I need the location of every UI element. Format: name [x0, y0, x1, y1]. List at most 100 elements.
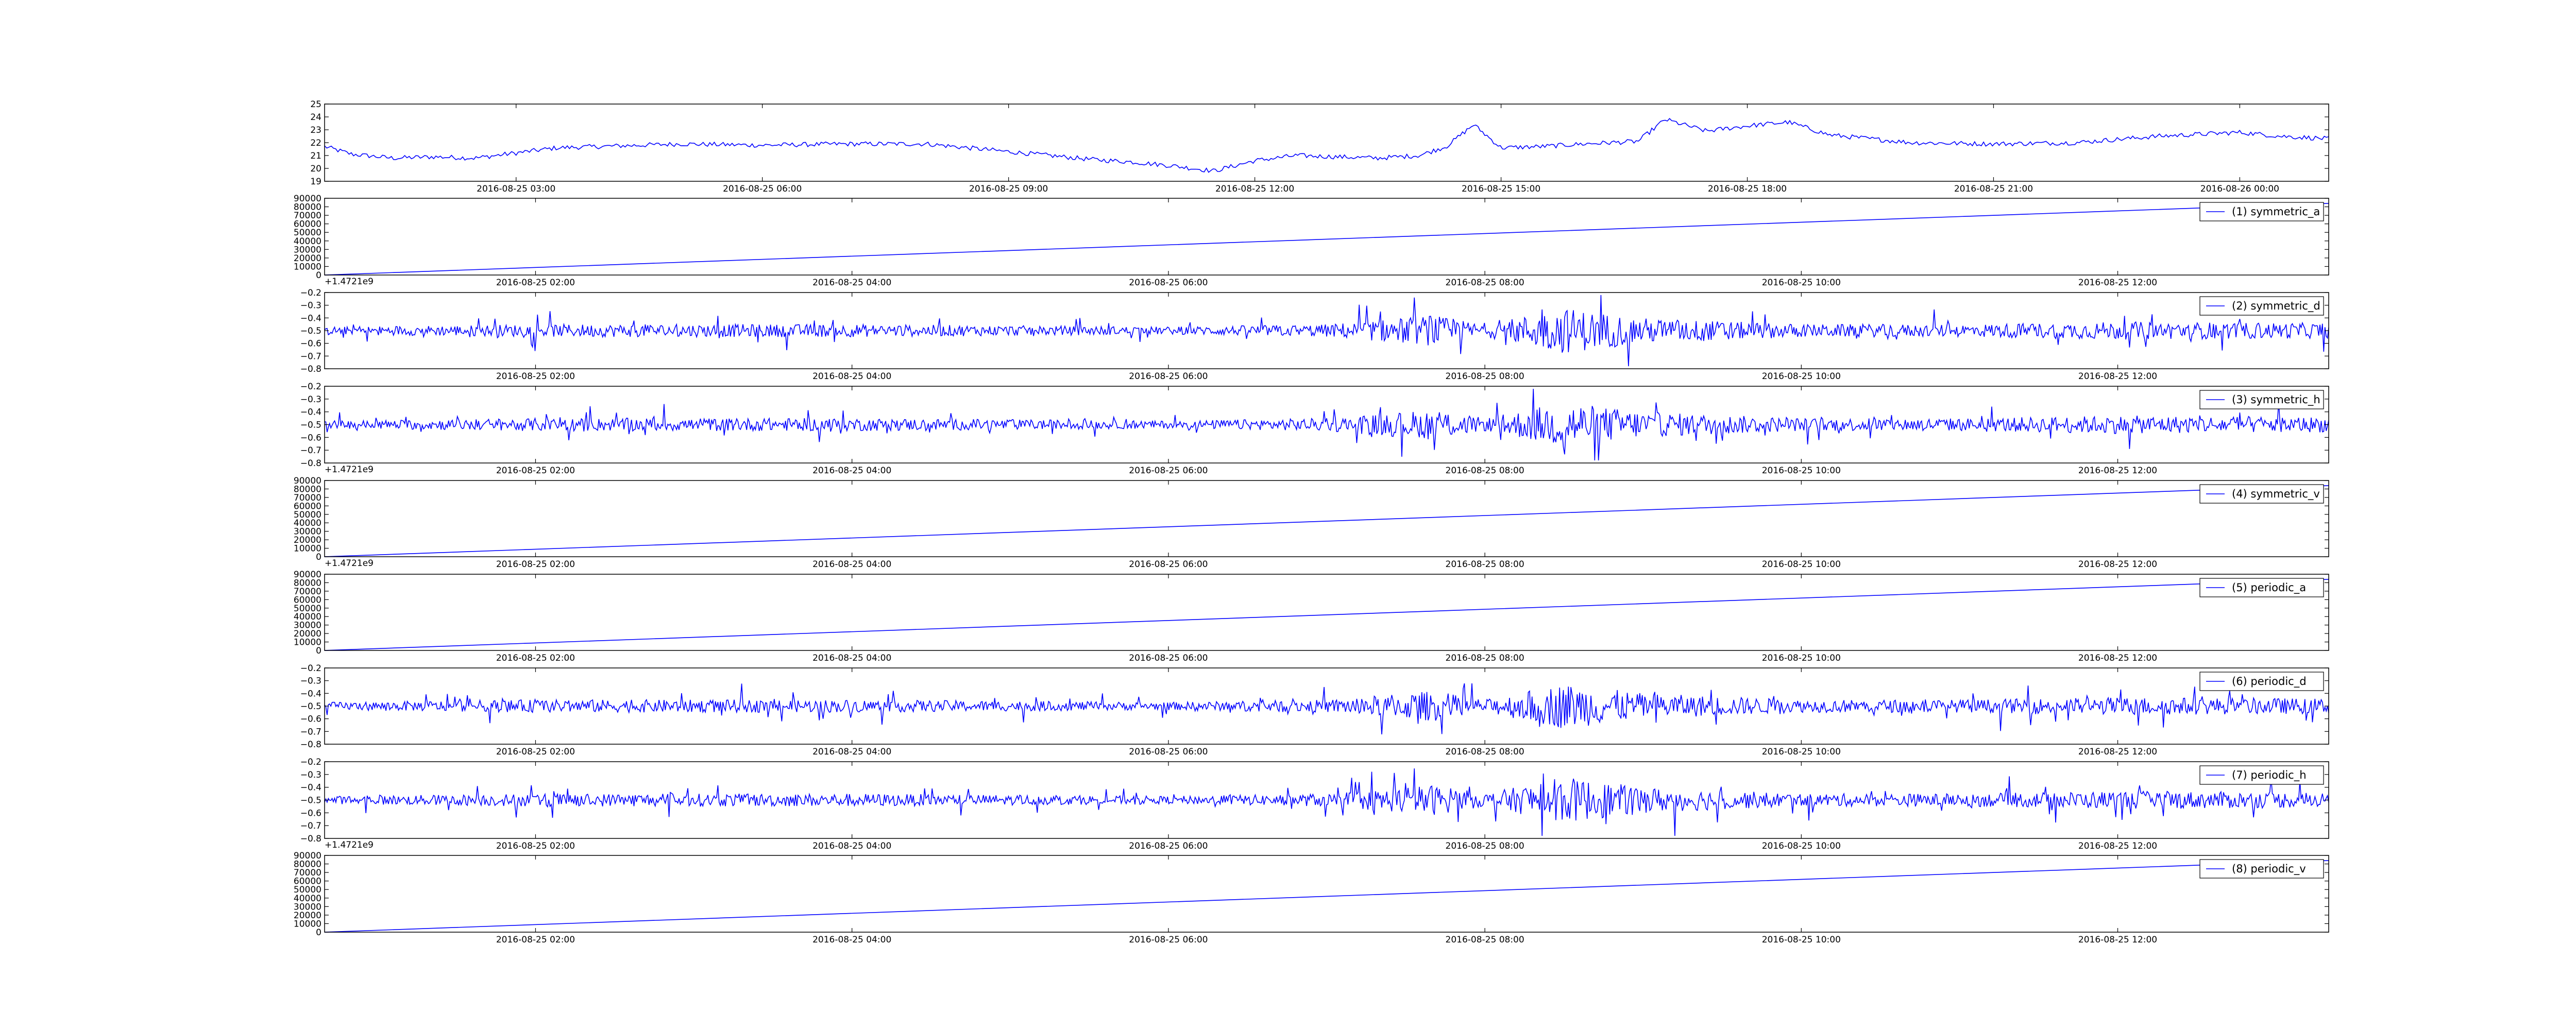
y-tick-label: 70000: [294, 587, 321, 597]
x-tick-label: 2016-08-25 12:00: [2078, 466, 2157, 476]
x-tick-label: 2016-08-25 06:00: [1129, 278, 1208, 288]
axes-frame: [324, 574, 2329, 651]
x-tick-label: 2016-08-25 10:00: [1762, 935, 1841, 945]
y-tick-label: −0.5: [300, 796, 321, 806]
subplot-5: 0100002000030000400005000060000700008000…: [294, 476, 2329, 570]
x-tick-label: 2016-08-25 04:00: [812, 371, 891, 382]
y-tick-label: 0: [316, 270, 321, 281]
y-tick-label: −0.2: [300, 663, 321, 674]
x-tick-label: 2016-08-25 12:00: [2078, 747, 2157, 757]
x-offset-label: +1.4721e9: [325, 558, 374, 569]
y-tick-label: −0.5: [300, 420, 321, 431]
x-tick-label: 2016-08-25 06:00: [1129, 841, 1208, 851]
series-line-4: [324, 388, 2329, 461]
y-tick-label: 19: [310, 177, 321, 187]
y-tick-label: −0.2: [300, 757, 321, 767]
subplot-2: 0100002000030000400005000060000700008000…: [294, 194, 2329, 288]
x-tick-label: 2016-08-25 12:00: [2078, 653, 2157, 663]
x-tick-label: 2016-08-25 04:00: [812, 653, 891, 663]
legend-label: (3) symmetric_h: [2232, 393, 2320, 406]
y-tick-label: 70000: [294, 211, 321, 221]
y-tick-label: −0.5: [300, 326, 321, 336]
y-tick-label: 10000: [294, 919, 321, 929]
x-tick-label: 2016-08-25 08:00: [1446, 278, 1524, 288]
subplot-3: −0.8 −0.7 −0.6 −0.5 −0.4 −0.3 −0.2 2016-08-25 0…: [300, 288, 2329, 382]
x-tick-label: 2016-08-25 04:00: [812, 935, 891, 945]
y-tick-label: 22: [310, 138, 321, 148]
series-line-8: [324, 768, 2329, 836]
y-tick-label: 10000: [294, 638, 321, 648]
y-tick-label: 24: [310, 112, 321, 123]
x-tick-label: 2016-08-25 04:00: [812, 747, 891, 757]
y-tick-label: 80000: [294, 484, 321, 494]
y-tick-label: −0.4: [300, 783, 321, 793]
y-tick-label: −0.7: [300, 727, 321, 737]
axes-frame: [324, 480, 2329, 557]
x-tick-label: 2016-08-25 09:00: [969, 184, 1048, 194]
axes-frame: [324, 386, 2329, 464]
y-tick-label: −0.8: [300, 364, 321, 374]
x-tick-label: 2016-08-25 08:00: [1446, 559, 1524, 570]
x-tick-label: 2016-08-25 12:00: [2078, 371, 2157, 382]
y-tick-label: 40000: [294, 612, 321, 622]
legend-label: (4) symmetric_v: [2232, 488, 2320, 501]
y-tick-label: 50000: [294, 604, 321, 614]
y-tick-label: −0.7: [300, 445, 321, 456]
y-tick-label: −0.3: [300, 301, 321, 311]
series-line-2: [324, 203, 2329, 276]
x-tick-label: 2016-08-25 02:00: [496, 653, 575, 663]
axes-frame: [324, 198, 2329, 276]
y-tick-label: 90000: [294, 476, 321, 486]
x-tick-label: 2016-08-25 03:00: [477, 184, 555, 194]
legend: (6) periodic_d: [2199, 672, 2324, 691]
y-tick-label: 40000: [294, 518, 321, 528]
y-tick-label: −0.4: [300, 407, 321, 418]
y-tick-label: 60000: [294, 501, 321, 511]
series-line-9: [324, 860, 2329, 933]
y-tick-label: 0: [316, 646, 321, 656]
x-tick-label: 2016-08-25 06:00: [1129, 371, 1208, 382]
legend-label: (6) periodic_d: [2232, 675, 2307, 688]
legend-label: (5) periodic_a: [2232, 581, 2306, 594]
y-tick-label: 30000: [294, 527, 321, 537]
y-tick-label: 80000: [294, 860, 321, 870]
y-tick-label: 60000: [294, 219, 321, 230]
y-tick-label: −0.7: [300, 351, 321, 362]
y-tick-label: −0.2: [300, 288, 321, 298]
x-offset-label: +1.4721e9: [325, 840, 374, 850]
y-tick-label: 20000: [294, 629, 321, 639]
x-tick-label: 2016-08-25 15:00: [1462, 184, 1540, 194]
y-tick-label: 60000: [294, 877, 321, 887]
x-tick-label: 2016-08-25 08:00: [1446, 935, 1524, 945]
x-tick-label: 2016-08-25 10:00: [1762, 653, 1841, 663]
y-tick-label: −0.6: [300, 808, 321, 818]
axes-frame: [324, 104, 2329, 182]
x-tick-label: 2016-08-25 02:00: [496, 371, 575, 382]
legend: (3) symmetric_h: [2199, 390, 2324, 409]
y-tick-label: 70000: [294, 493, 321, 503]
y-tick-label: −0.4: [300, 689, 321, 699]
x-tick-label: 2016-08-25 12:00: [2078, 278, 2157, 288]
x-tick-label: 2016-08-25 06:00: [723, 184, 802, 194]
y-tick-label: 50000: [294, 228, 321, 238]
y-tick-label: 20000: [294, 535, 321, 545]
y-tick-label: −0.6: [300, 339, 321, 349]
x-tick-label: 2016-08-25 08:00: [1446, 653, 1524, 663]
x-tick-label: 2016-08-25 04:00: [812, 278, 891, 288]
x-tick-label: 2016-08-25 10:00: [1762, 747, 1841, 757]
legend-label: (1) symmetric_a: [2232, 205, 2320, 218]
x-offset-label: +1.4721e9: [325, 465, 374, 475]
y-tick-label: 10000: [294, 262, 321, 272]
x-tick-label: 2016-08-25 12:00: [2078, 841, 2157, 851]
y-tick-label: 30000: [294, 621, 321, 631]
x-tick-label: 2016-08-25 04:00: [812, 559, 891, 570]
subplot-7: −0.8 −0.7 −0.6 −0.5 −0.4 −0.3 −0.2 2016-08-25 0…: [300, 663, 2329, 757]
x-tick-label: 2016-08-25 10:00: [1762, 466, 1841, 476]
x-tick-label: 2016-08-25 08:00: [1446, 841, 1524, 851]
legend-label: (8) periodic_v: [2232, 863, 2306, 876]
y-tick-label: 20: [310, 164, 321, 174]
legend: (5) periodic_a: [2199, 578, 2324, 597]
x-tick-label: 2016-08-25 02:00: [496, 466, 575, 476]
y-tick-label: 20000: [294, 253, 321, 264]
y-tick-label: −0.8: [300, 458, 321, 469]
